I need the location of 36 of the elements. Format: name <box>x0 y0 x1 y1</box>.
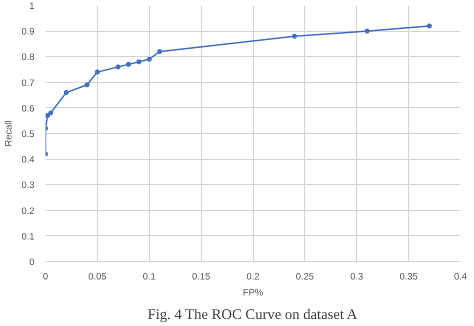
y-tick-label: 0 <box>29 257 35 267</box>
x-tick-label: 0.4 <box>454 272 467 282</box>
y-tick-label: 0.2 <box>22 206 34 216</box>
point <box>64 90 69 96</box>
x-tick-label: 0.1 <box>142 272 156 282</box>
point <box>157 49 162 54</box>
point <box>146 56 152 62</box>
point <box>364 28 370 34</box>
x-tick-label: 0.25 <box>296 272 314 282</box>
point <box>116 64 121 70</box>
y-tick-label: 0.7 <box>22 78 34 88</box>
point <box>292 34 297 39</box>
point <box>136 59 142 64</box>
x-tick-label: 0.2 <box>246 272 260 282</box>
point <box>426 23 432 28</box>
y-tick-label: 0.5 <box>22 129 34 139</box>
y-tick-label: 0.6 <box>22 103 34 114</box>
x-tick-label: 0.15 <box>192 272 210 282</box>
y-tick-label: 0.3 <box>22 180 34 190</box>
y-tick-label: 0.8 <box>22 52 34 62</box>
caption: Fig. 4 The ROC Curve on dataset A <box>148 306 358 323</box>
x-tick-label: 0.3 <box>350 272 364 282</box>
y-tick-label: 0.9 <box>22 26 34 37</box>
x-axis-title: FP% <box>242 288 264 298</box>
x-tick-label: 0 <box>42 272 48 282</box>
point <box>126 62 131 67</box>
point <box>84 82 90 88</box>
y-axis-title: Recall <box>4 120 14 146</box>
x-tick-label: 0.05 <box>88 272 106 282</box>
point <box>46 113 50 118</box>
x-tick-label: 0.35 <box>400 272 418 282</box>
y-tick-label: 1 <box>29 1 35 11</box>
y-tick-label: 0.4 <box>22 154 34 165</box>
point <box>48 110 54 116</box>
point <box>94 70 100 75</box>
y-tick-label: 0.1 <box>22 231 34 242</box>
